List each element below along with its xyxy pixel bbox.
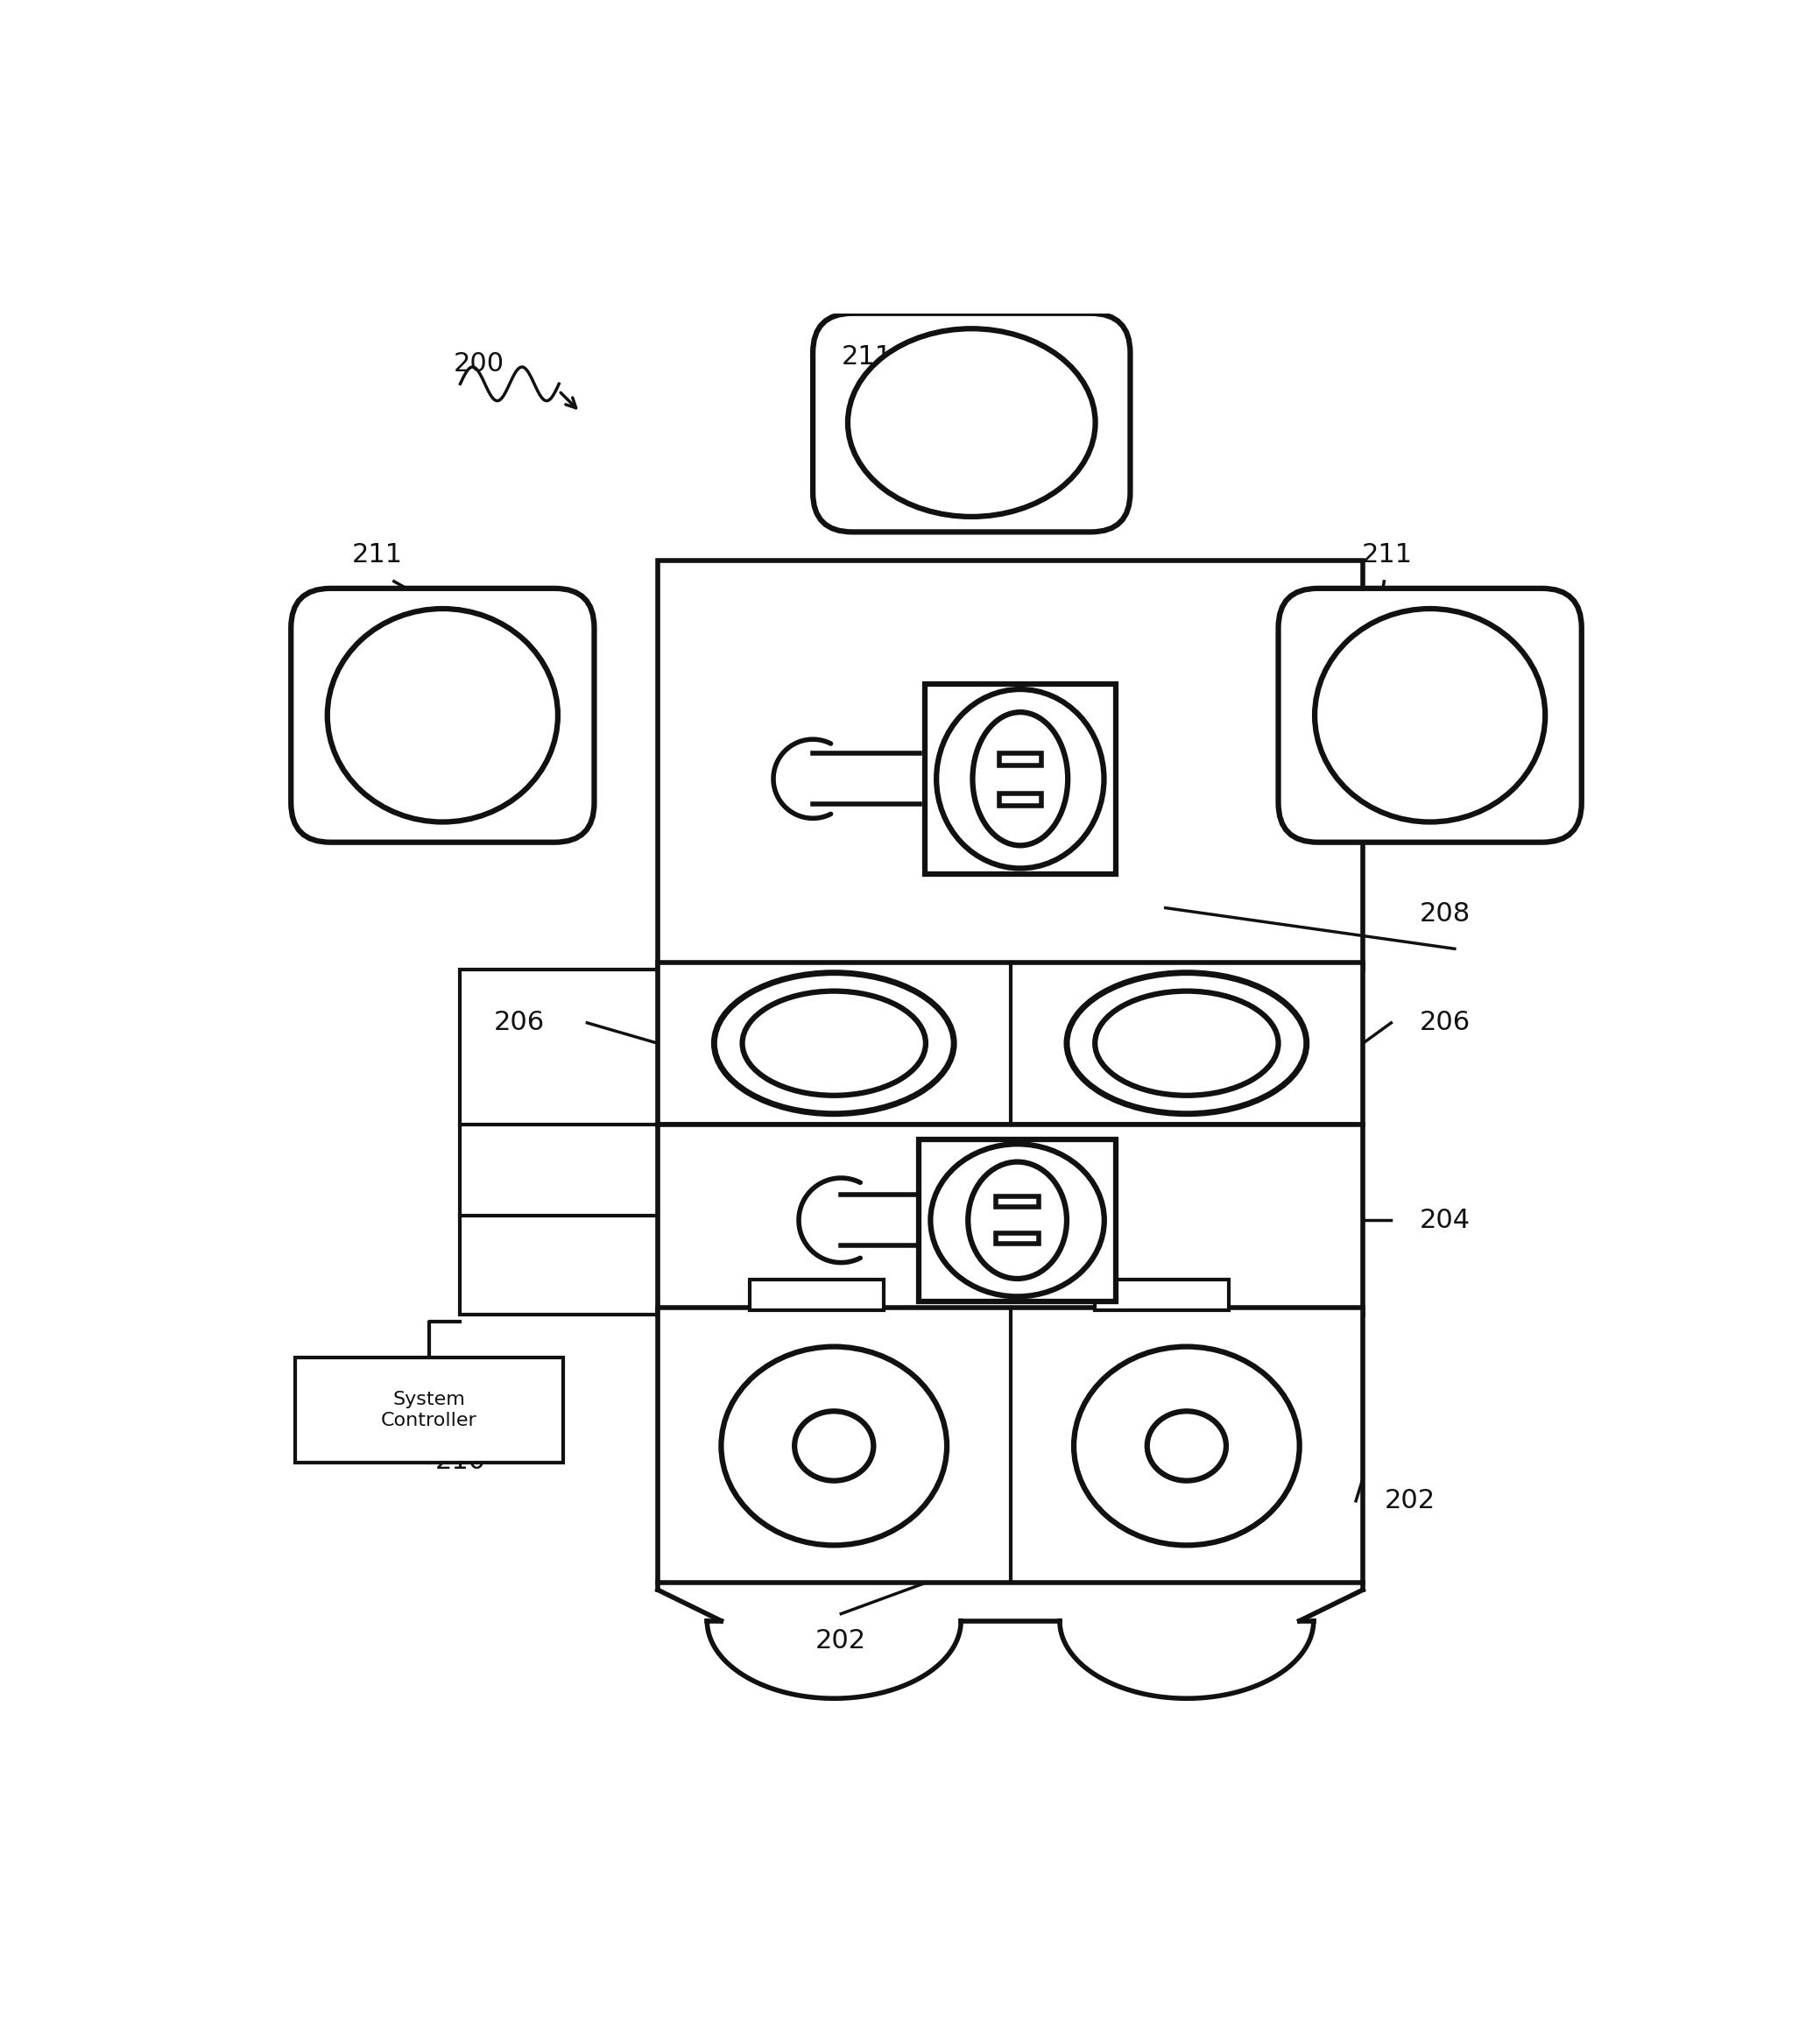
Ellipse shape [972, 712, 1068, 845]
Bar [657, 962, 1363, 1123]
Ellipse shape [795, 1412, 874, 1480]
Bar [919, 1140, 1116, 1301]
Ellipse shape [1147, 1412, 1227, 1480]
Bar [460, 970, 657, 1315]
Bar [657, 561, 1363, 970]
Bar [996, 1232, 1039, 1244]
Bar [657, 1307, 1363, 1583]
Bar [1096, 1279, 1228, 1311]
Bar [999, 752, 1041, 766]
Text: 202: 202 [1385, 1489, 1434, 1513]
Bar [999, 793, 1041, 805]
Ellipse shape [1074, 1347, 1299, 1545]
Ellipse shape [930, 1144, 1105, 1297]
Text: 210: 210 [435, 1448, 486, 1474]
Ellipse shape [1067, 972, 1307, 1113]
Text: 202: 202 [815, 1628, 866, 1654]
Ellipse shape [743, 990, 926, 1095]
Bar [295, 1357, 562, 1462]
Ellipse shape [328, 609, 559, 823]
Ellipse shape [848, 329, 1096, 516]
Ellipse shape [937, 690, 1105, 867]
Bar [657, 1123, 1363, 1315]
Ellipse shape [1314, 609, 1545, 823]
Ellipse shape [713, 972, 954, 1113]
Bar [750, 1279, 883, 1311]
Text: 204: 204 [1420, 1208, 1471, 1232]
FancyBboxPatch shape [1278, 589, 1582, 843]
Text: 200: 200 [453, 351, 504, 377]
Text: 211: 211 [351, 543, 402, 567]
Text: 211: 211 [841, 345, 892, 369]
Text: 206: 206 [493, 1011, 544, 1035]
Text: 211: 211 [1361, 543, 1412, 567]
Bar [996, 1196, 1039, 1208]
Bar [925, 684, 1116, 873]
Ellipse shape [1096, 990, 1278, 1095]
Ellipse shape [968, 1162, 1067, 1279]
Ellipse shape [721, 1347, 946, 1545]
Text: 206: 206 [1420, 1011, 1471, 1035]
Text: 208: 208 [1420, 902, 1471, 928]
Text: System
Controller: System Controller [380, 1392, 477, 1428]
FancyBboxPatch shape [814, 313, 1130, 532]
FancyBboxPatch shape [291, 589, 595, 843]
